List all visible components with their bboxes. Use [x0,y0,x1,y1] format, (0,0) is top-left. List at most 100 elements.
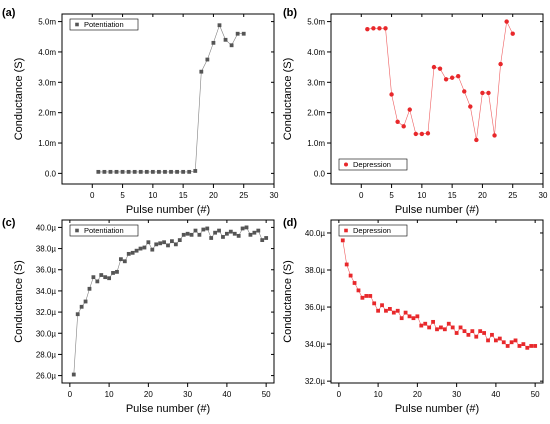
y-tick-label: 32.0µ [305,377,326,386]
panel-label: (a) [2,7,16,19]
y-tick-label: 0.0 [314,169,326,178]
data-point [468,104,473,109]
data-point [197,232,202,237]
data-point [169,169,173,174]
x-tick-label: 20 [144,390,153,399]
data-point [224,231,229,236]
y-axis-title: Conductance (S) [282,58,294,141]
x-axis-title: Pulse number (#) [126,403,210,415]
legend-box [338,224,408,237]
data-point [173,242,178,247]
x-tick-label: 40 [222,390,231,399]
chart-panel-0: (a) 0 5 10 15 20 25 30 0.0 1.0m 2.0m 3.0m 4.0m 5.0m Pu… [2,7,279,216]
data-point [458,325,463,330]
data-point [108,169,113,174]
data-point [348,273,353,278]
data-point [525,345,530,350]
legend-label: Potentiation [84,20,124,29]
data-point [79,304,84,309]
data-point [213,230,218,235]
x-tick-label: 10 [374,390,383,399]
data-point [75,312,80,317]
x-tick-label: 50 [531,390,540,399]
data-point [365,26,370,32]
data-point [340,238,345,243]
data-point [163,169,167,174]
x-tick-label: 30 [270,191,279,200]
data-point [423,321,428,326]
data-point [389,92,394,97]
x-tick-label: 20 [478,191,487,200]
data-point [419,323,424,328]
x-tick-label: 20 [209,191,218,200]
data-point [505,344,510,348]
x-tick-label: 30 [183,390,192,399]
data-point [403,310,408,315]
data-point [209,236,214,240]
data-point [411,316,416,321]
plot-frame [61,219,275,384]
data-point [154,242,159,247]
x-tick-label: 5 [120,191,125,200]
x-axis-title: Pulse number (#) [395,204,479,216]
y-tick-label: 5.0m [307,18,325,27]
data-point [450,325,455,330]
data-point [510,31,515,36]
data-point [175,169,179,174]
data-point [462,89,467,94]
x-tick-label: 0 [359,191,364,200]
x-tick-label: 25 [239,191,248,200]
series-line [73,227,267,375]
y-tick-label: 32.0µ [36,308,57,317]
data-point [120,169,125,174]
data-point [425,131,431,136]
data-point [454,331,459,335]
data-point [158,241,163,246]
x-tick-label: 5 [389,191,394,200]
data-point [490,332,494,337]
data-point [126,251,131,256]
data-point [248,232,253,237]
data-point [211,40,216,45]
data-point [240,226,245,231]
legend-box [69,224,139,237]
data-point [435,327,439,332]
y-tick-label: 34.0µ [305,340,326,349]
x-tick-label: 30 [452,390,461,399]
x-tick-label: 15 [179,191,188,200]
data-point [221,235,225,239]
x-tick-label: 15 [448,191,457,200]
data-point [407,107,412,112]
data-point [521,342,526,347]
data-point [419,131,425,137]
data-point [391,310,396,315]
data-point [199,69,204,74]
data-point [232,231,237,236]
legend-marker [344,228,348,233]
y-tick-label: 26.0µ [36,372,57,381]
data-point [181,232,186,237]
data-point [449,75,455,80]
y-tick-label: 1.0m [307,139,325,148]
y-tick-label: 3.0m [38,78,56,87]
data-point [504,19,509,24]
data-point [187,169,192,174]
chart-panel-1: (b) 0 5 10 15 20 25 30 0.0 1.0m 2.0m 3.0m 4.0m 5.0m Pu… [282,7,548,216]
data-point [205,226,210,231]
data-point [352,281,357,285]
data-point [387,307,392,311]
legend: Potentiation [69,18,139,31]
data-point [407,314,412,319]
data-point [236,233,241,238]
data-point [115,269,119,274]
y-tick-label: 36.0µ [36,266,57,275]
data-point [166,243,170,248]
panel-label: (d) [283,217,297,229]
data-point [264,236,269,240]
data-point [217,23,222,28]
data-point [114,169,119,174]
data-point [486,338,490,343]
y-tick-label: 5.0m [38,18,56,27]
x-axis-title: Pulse number (#) [395,403,479,415]
y-tick-label: 1.0m [38,139,56,148]
